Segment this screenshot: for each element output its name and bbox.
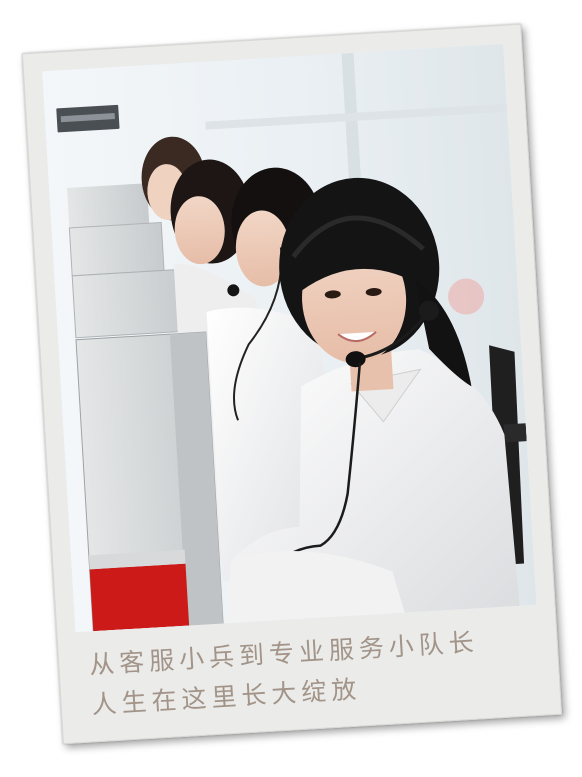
agent-main-eye-right [365,287,382,297]
cubicle-partition-back-1 [71,268,187,339]
agent-main-mic-boom [359,309,431,360]
agent-third-face [235,210,290,287]
window-frame-horizontal [205,103,508,130]
agent-main-bangs [294,231,414,292]
office-photo [42,43,537,633]
agent-third-mic-icon [227,284,240,297]
agent-main-arm [225,551,405,624]
agent-main-smile [337,331,377,343]
distant-red-sign [448,278,485,315]
agent-second-face [174,196,225,265]
call-center-scene [42,43,537,633]
agent-main-eye-left [324,290,341,299]
polaroid-frame: 从客服小兵到专业服务小队长 人生在这里长大绽放 [21,23,563,745]
agent-main-headset-cord [270,362,362,570]
agent-main-headset-band [291,215,425,259]
cubicle-partition-back-2 [68,221,165,277]
photo-caption: 从客服小兵到专业服务小队长 人生在这里长大绽放 [88,619,532,725]
cubicle-partition-red-panel [89,563,190,632]
cubicle-partition-back-3 [66,183,150,228]
